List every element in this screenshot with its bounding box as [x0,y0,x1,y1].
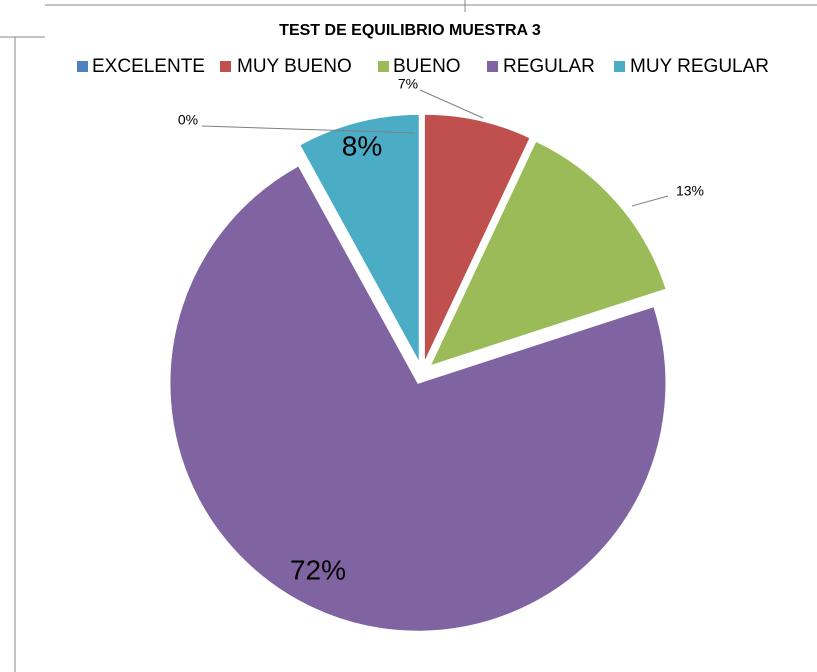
leader-line [201,125,416,134]
chart-title: TEST DE EQUILIBRIO MUESTRA 3 [279,22,541,39]
pie-slice [423,113,531,363]
legend-swatch [378,61,389,72]
legend-swatch [77,61,88,72]
data-label: 72% [290,554,346,585]
legend-swatch [220,61,231,72]
legend-label: EXCELENTE [92,56,205,77]
legend-swatch [614,61,625,72]
leader-line [631,195,669,207]
legend-label: REGULAR [503,56,595,77]
data-label: 8% [342,130,382,161]
legend-swatch [487,61,498,72]
legend-label: MUY REGULAR [630,56,769,77]
legend-label: BUENO [393,56,461,77]
data-label: 0% [178,112,198,128]
legend-label: MUY BUENO [237,56,352,77]
pie-slice [169,165,667,632]
pie-slice [429,140,667,367]
data-label: 7% [398,76,418,92]
pie-slice [299,113,420,363]
leader-line [419,89,484,119]
data-label: 13% [676,183,704,199]
